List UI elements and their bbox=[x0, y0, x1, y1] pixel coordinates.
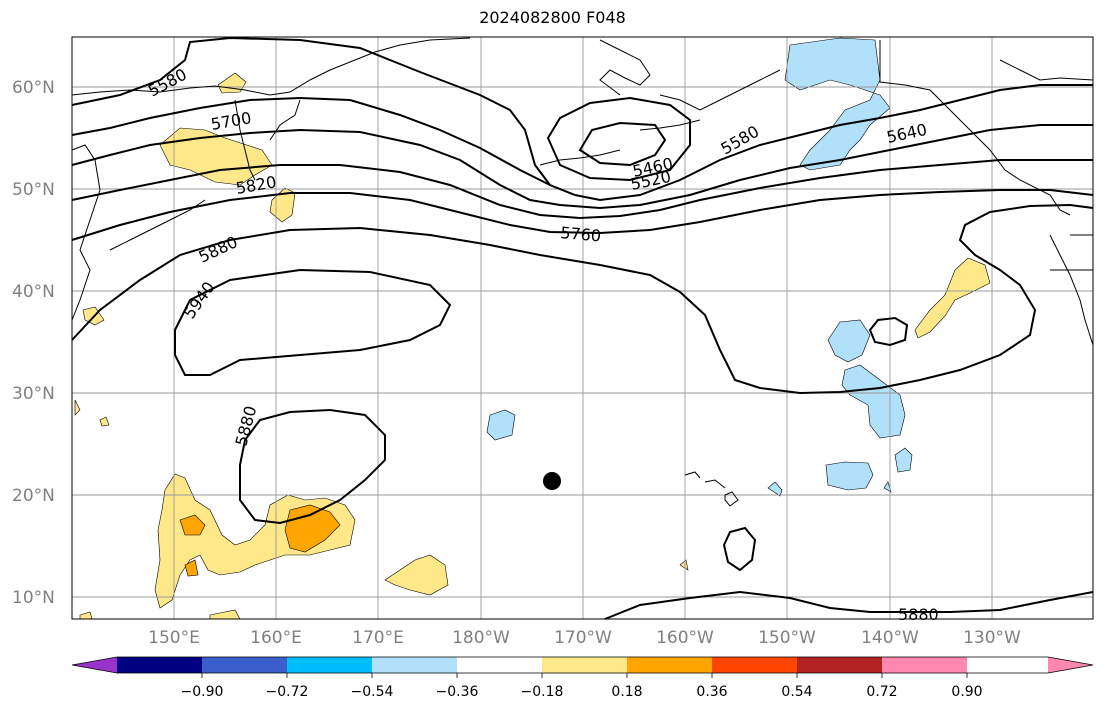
lat-label-20n: 20°N bbox=[12, 486, 55, 506]
colorbar-segment-4 bbox=[457, 657, 542, 673]
lon-label-130w: 130°W bbox=[963, 628, 1021, 648]
colorbar-segment-5 bbox=[542, 657, 627, 673]
colorbar-tick-neg036: −0.36 bbox=[436, 684, 479, 700]
lat-label-30n: 30°N bbox=[12, 384, 55, 404]
colorbar-tick-054: 0.54 bbox=[781, 684, 812, 700]
graticule bbox=[72, 37, 1093, 619]
colorbar-segment-3 bbox=[372, 657, 457, 673]
colorbar-high-extension bbox=[1048, 657, 1093, 673]
positive-anomaly-shading bbox=[74, 72, 991, 620]
colorbar-outline bbox=[71, 656, 1094, 674]
latitude-labels: 60°N 50°N 40°N 30°N 20°N 10°N bbox=[12, 78, 55, 608]
lon-label-180w: 180°W bbox=[452, 628, 510, 648]
colorbar-tick-neg090: −0.90 bbox=[181, 684, 224, 700]
colorbar-low-extension bbox=[72, 657, 117, 673]
coastlines bbox=[71, 37, 1094, 507]
lon-label-160w: 160°W bbox=[656, 628, 714, 648]
colorbar-tick-neg054: −0.54 bbox=[351, 684, 394, 700]
lon-label-150e: 150°E bbox=[148, 628, 200, 648]
colorbar-tick-072: 0.72 bbox=[866, 684, 897, 700]
colorbar-tick-036: 0.36 bbox=[696, 684, 727, 700]
colorbar: −0.90 −0.72 −0.54 −0.36 −0.18 0.18 0.36 … bbox=[71, 656, 1094, 700]
colorbar-segment-1 bbox=[202, 657, 287, 673]
lon-label-170w: 170°W bbox=[554, 628, 612, 648]
contour-label-5760: 5760 bbox=[560, 223, 602, 245]
colorbar-tick-090: 0.90 bbox=[951, 684, 982, 700]
colorbar-segment-2 bbox=[287, 657, 372, 673]
lon-label-140w: 140°W bbox=[861, 628, 919, 648]
lat-label-50n: 50°N bbox=[12, 180, 55, 200]
lon-label-170e: 170°E bbox=[352, 628, 404, 648]
colorbar-segment-9 bbox=[882, 657, 967, 673]
colorbar-segment-8 bbox=[797, 657, 882, 673]
longitude-labels: 150°E 160°E 170°E 180°W 170°W 160°W 150°… bbox=[148, 628, 1021, 648]
colorbar-segment-7 bbox=[712, 657, 797, 673]
map-frame bbox=[71, 36, 1094, 620]
negative-anomaly-shading bbox=[486, 37, 913, 497]
colorbar-tick-neg018: −0.18 bbox=[521, 684, 564, 700]
lat-label-60n: 60°N bbox=[12, 78, 55, 98]
lat-label-10n: 10°N bbox=[12, 588, 55, 608]
colorbar-segment-0 bbox=[117, 657, 202, 673]
map-title: 2024082800 F048 bbox=[479, 8, 626, 27]
lon-label-150w: 150°W bbox=[758, 628, 816, 648]
colorbar-segment-6 bbox=[627, 657, 712, 673]
colorbar-tick-018: 0.18 bbox=[611, 684, 642, 700]
colorbar-tick-neg072: −0.72 bbox=[266, 684, 309, 700]
storm-center-marker bbox=[543, 472, 561, 490]
lon-label-160e: 160°E bbox=[250, 628, 302, 648]
lat-label-40n: 40°N bbox=[12, 282, 55, 302]
height-contours bbox=[71, 36, 1094, 620]
contour-label-5880-bottom: 5880 bbox=[898, 605, 939, 624]
